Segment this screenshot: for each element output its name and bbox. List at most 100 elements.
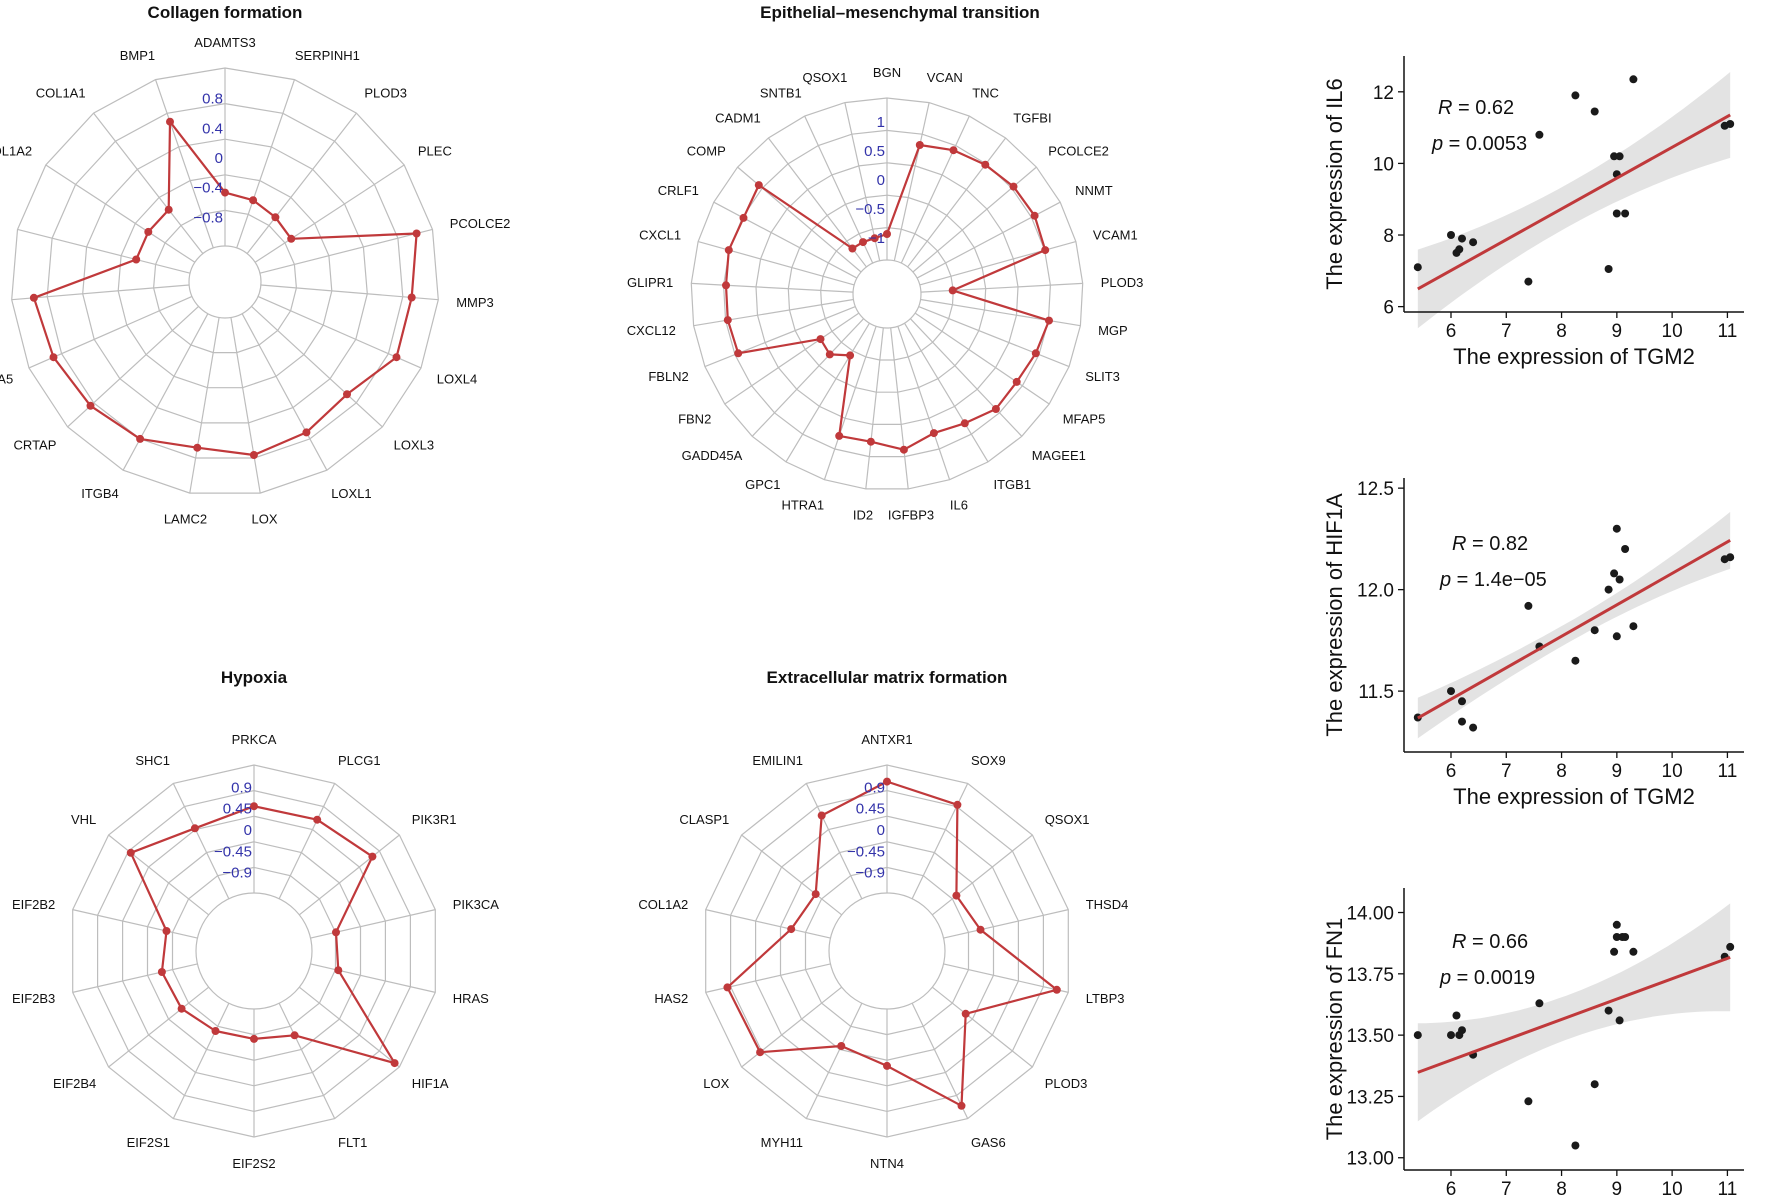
grid-spoke — [246, 112, 357, 254]
data-point — [866, 437, 875, 446]
grid-spoke — [154, 79, 214, 249]
data-point — [1012, 377, 1021, 386]
category-label: ANTXR1 — [861, 732, 912, 747]
category-label: LTBP3 — [1086, 991, 1125, 1006]
data-point — [1413, 263, 1422, 272]
x-tick-label: 6 — [1446, 321, 1457, 342]
data-point — [1621, 933, 1630, 941]
category-label: PLEC — [418, 144, 452, 159]
grid-spoke — [259, 228, 433, 274]
data-point — [961, 1009, 970, 1018]
data-point — [1590, 107, 1599, 116]
grid-ring — [787, 194, 987, 393]
data-point — [1009, 182, 1018, 191]
x-tick-label: 10 — [1662, 761, 1683, 782]
grid-spoke — [916, 201, 1061, 279]
grid-spoke — [72, 909, 198, 939]
data-point — [1052, 985, 1061, 994]
grid-spoke — [943, 909, 1069, 939]
category-label: COMP — [687, 143, 726, 158]
data-point — [1612, 632, 1621, 641]
data-point — [825, 350, 834, 359]
grid-spoke — [724, 312, 860, 405]
data-point — [1612, 524, 1621, 533]
data-point — [1629, 622, 1638, 631]
data-point — [948, 286, 957, 295]
scatter-il6-vs-tgm2: 6 7 8 9 10 11 6 8 10 12 The expression of TGM2 The … — [1322, 56, 1744, 369]
axis-tick-label: −0.4 — [193, 180, 223, 197]
grid-spoke — [823, 326, 877, 480]
category-label: QSOX1 — [1045, 812, 1090, 827]
data-point — [136, 434, 145, 443]
data-point — [86, 401, 95, 410]
data-point — [1612, 209, 1621, 218]
data-point — [343, 390, 351, 399]
data-point — [899, 445, 908, 454]
chart-title: Extracellular matrix formation — [767, 668, 1008, 687]
data-point — [250, 802, 258, 811]
category-label: EIF2S2 — [232, 1156, 275, 1171]
grid-spoke — [705, 909, 831, 939]
data-point — [1447, 687, 1455, 696]
data-point — [249, 196, 258, 205]
grid-ring — [152, 209, 298, 354]
x-tick-label: 10 — [1662, 1179, 1683, 1200]
data-point — [1524, 277, 1533, 286]
data-point — [1413, 1031, 1422, 1040]
category-label: MYH11 — [761, 1135, 803, 1150]
radar-collagen-formation: Collagen formation ADAMTS3 SERPINH1 PLOD3 PL… — [0, 3, 510, 527]
data-point — [870, 234, 879, 243]
data-point — [1447, 231, 1455, 239]
data-point — [1604, 265, 1613, 273]
data-point — [1045, 316, 1053, 325]
category-label: MAGEE1 — [1032, 448, 1086, 463]
grid-ring — [82, 138, 368, 424]
y-tick-label: 14.00 — [1346, 904, 1394, 925]
category-label: EIF2B3 — [12, 991, 55, 1006]
category-label: PRKCA — [232, 732, 277, 747]
category-label: ID2 — [853, 508, 873, 523]
data-point — [1621, 209, 1630, 218]
axis-tick-label: −0.8 — [193, 209, 223, 226]
data-point — [883, 1061, 891, 1070]
category-label: LOXL3 — [394, 438, 434, 453]
data-point — [1030, 211, 1039, 220]
grid-inner-circle — [188, 245, 262, 319]
axis-tick-label: 0 — [877, 822, 885, 839]
grid-spoke — [93, 112, 204, 254]
data-point — [1031, 349, 1040, 358]
category-label: CXCL12 — [627, 323, 676, 338]
category-label: LOX — [703, 1076, 729, 1091]
data-point — [412, 229, 421, 238]
grid-spoke — [704, 306, 856, 368]
grid-spoke — [236, 79, 296, 249]
axis-tick-label: −1 — [868, 230, 885, 247]
confidence-band — [1417, 72, 1731, 329]
stat-p-value: = 0.0053 — [1443, 133, 1527, 155]
grid-inner-circle — [852, 259, 922, 329]
data-point — [1621, 545, 1630, 553]
data-point — [164, 205, 173, 214]
x-tick-label: 6 — [1446, 761, 1457, 782]
x-tick-label: 8 — [1556, 1179, 1567, 1200]
grid-ring — [11, 67, 439, 494]
category-label: PIK3R1 — [412, 812, 457, 827]
category-label: CRTAP — [14, 438, 57, 453]
data-point — [193, 443, 202, 452]
data-point — [392, 353, 401, 362]
y-tick-label: 13.00 — [1346, 1149, 1394, 1170]
data-point — [162, 927, 171, 935]
data-point — [1615, 152, 1624, 161]
data-point — [1458, 234, 1466, 243]
grid-spoke — [310, 909, 436, 939]
grid-spoke — [189, 317, 220, 494]
data-point — [722, 281, 730, 290]
stat-p-value: = 1.4e−05 — [1451, 569, 1547, 591]
category-label: MFAP5 — [1063, 412, 1106, 427]
data-point — [1535, 999, 1544, 1008]
category-label: COL1A1 — [36, 86, 86, 101]
data-point — [787, 925, 796, 934]
axis-tick-label: −0.45 — [847, 843, 885, 860]
grid-spoke — [172, 1002, 230, 1119]
category-label: GPC1 — [745, 477, 780, 492]
